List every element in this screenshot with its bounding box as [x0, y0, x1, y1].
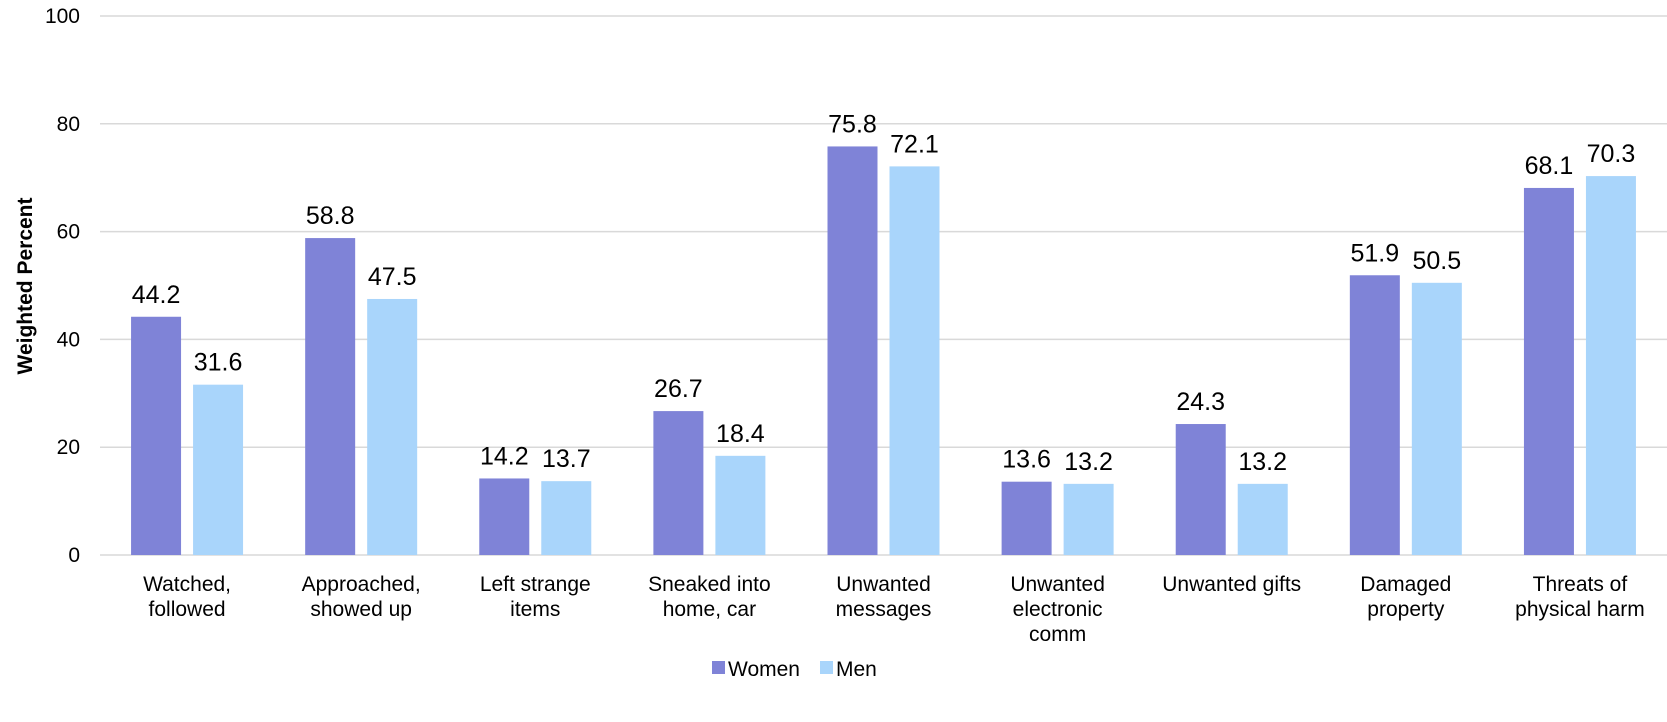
data-label: 47.5 [368, 263, 417, 291]
data-label: 51.9 [1350, 239, 1399, 267]
data-label: 13.2 [1238, 448, 1287, 476]
y-axis-title: Weighted Percent [14, 198, 37, 375]
category-label-line: messages [836, 598, 932, 621]
legend-swatch-women [712, 661, 725, 674]
category-label-line: followed [149, 598, 226, 621]
x-category-label: Watched, followed [143, 573, 231, 621]
x-category-label: Unwanted gifts [1162, 573, 1301, 596]
category-label-line: property [1367, 598, 1445, 621]
y-tick-label: 20 [57, 436, 80, 459]
y-tick-label: 100 [45, 5, 80, 28]
bar-women [1001, 481, 1052, 555]
x-category-label: Threats of physical harm [1515, 573, 1645, 621]
y-tick-label: 40 [57, 328, 80, 351]
category-label-line: Unwanted [1010, 573, 1105, 596]
category-labels: Watched, followed Approached, showed up Left… [143, 573, 1645, 646]
bar-men [541, 481, 592, 555]
category-label-line: Damaged [1360, 573, 1451, 596]
data-label: 24.3 [1176, 388, 1225, 416]
bar-men [1063, 483, 1114, 555]
category-label-line: Sneaked into [648, 573, 771, 596]
data-label: 75.8 [828, 110, 877, 138]
gridlines [100, 15, 1667, 556]
bar-women [653, 411, 704, 555]
bar-men [889, 166, 940, 556]
bar-women [479, 478, 530, 555]
bar-women [131, 316, 182, 555]
bar-women [827, 146, 878, 556]
bar-women [1349, 275, 1400, 555]
legend-label-men: Men [836, 658, 877, 681]
bar-men [1411, 282, 1462, 555]
y-tick-label: 60 [57, 221, 80, 244]
y-tick-label: 80 [57, 113, 80, 136]
bars [131, 146, 1636, 556]
bar-women [1523, 187, 1574, 556]
bar-men [1585, 176, 1636, 555]
bar-men [1237, 483, 1288, 555]
bar-women [305, 238, 356, 555]
x-category-label: Approached, showed up [302, 573, 421, 621]
category-label-line: showed up [310, 598, 412, 621]
bar-men [715, 455, 766, 555]
data-label: 58.8 [306, 202, 355, 230]
x-category-label: Damaged property [1360, 573, 1451, 621]
data-labels: 44.2 31.6 58.8 47.5 14.2 13.7 26.7 18.4 75.8 72.1… [132, 110, 1636, 475]
legend-label-women: Women [728, 658, 800, 681]
category-label-line: Unwanted gifts [1162, 573, 1301, 596]
category-label-line: Unwanted [836, 573, 931, 596]
category-label-line: items [510, 598, 560, 621]
category-label-line: electronic [1013, 598, 1103, 621]
x-category-label: Unwanted electronic comm [1010, 573, 1105, 646]
data-label: 31.6 [194, 349, 243, 377]
data-label: 14.2 [480, 442, 529, 470]
category-label-line: comm [1029, 623, 1086, 646]
category-label-line: Left strange [480, 573, 591, 596]
category-label-line: Approached, [302, 573, 421, 596]
data-label: 18.4 [716, 420, 765, 448]
category-label-line: physical harm [1515, 598, 1645, 621]
data-label: 26.7 [654, 375, 703, 403]
data-label: 13.2 [1064, 448, 1113, 476]
x-category-label: Unwanted messages [836, 573, 932, 621]
bar-men [193, 384, 244, 555]
category-label-line: Watched, [143, 573, 231, 596]
bar-women [1175, 424, 1226, 555]
category-label-line: Threats of [1533, 573, 1628, 596]
legend: Women Men [712, 658, 877, 681]
data-label: 44.2 [132, 281, 181, 309]
data-label: 72.1 [890, 130, 939, 158]
data-label: 13.6 [1002, 446, 1051, 474]
data-label: 70.3 [1587, 140, 1636, 168]
data-label: 50.5 [1412, 247, 1461, 275]
x-category-label: Sneaked into home, car [648, 573, 771, 621]
y-axis-ticks: 0 20 40 60 80 100 [45, 5, 80, 567]
category-label-line: home, car [663, 598, 756, 621]
data-label: 13.7 [542, 445, 591, 473]
bar-men [367, 298, 418, 555]
y-tick-label: 0 [68, 544, 80, 567]
legend-swatch-men [820, 661, 833, 674]
data-label: 68.1 [1525, 152, 1574, 180]
x-category-label: Left strange items [480, 573, 591, 621]
